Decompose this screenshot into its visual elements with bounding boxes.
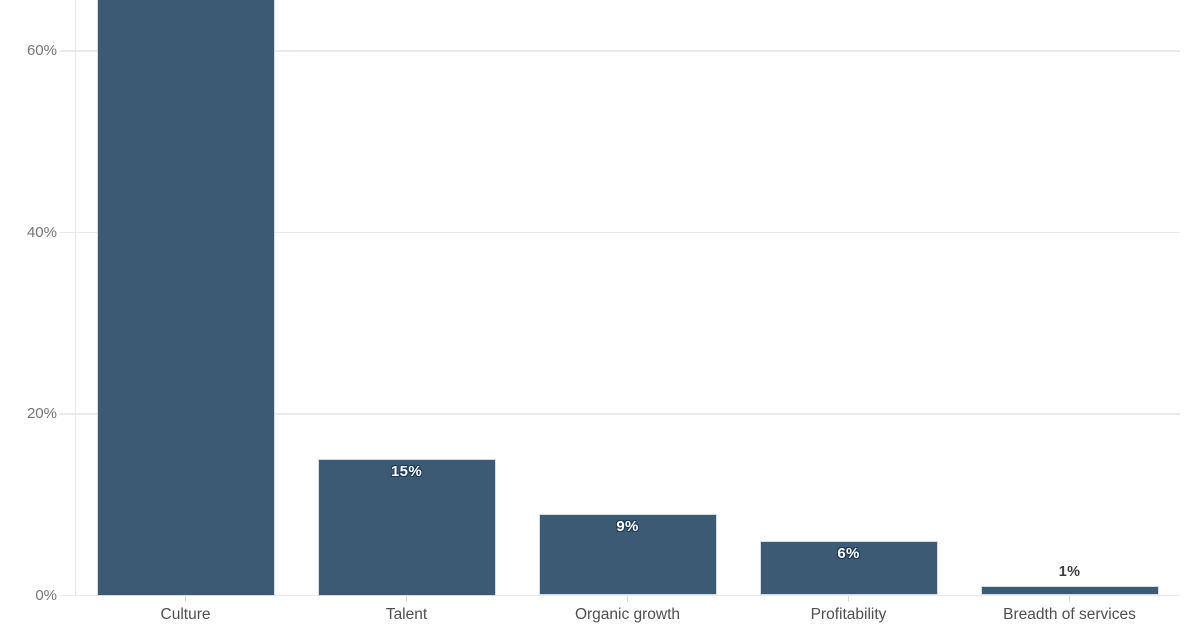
x-axis-category-label: Organic growth bbox=[574, 605, 681, 623]
x-axis-tick bbox=[626, 595, 629, 602]
gridline-60% bbox=[60, 50, 1180, 52]
x-axis-category-label: Talent bbox=[385, 605, 428, 623]
y-axis-line bbox=[75, 0, 76, 596]
bar-talent[interactable] bbox=[317, 459, 496, 596]
x-axis-tick bbox=[184, 595, 187, 602]
y-axis-tick-label: 40% bbox=[26, 223, 57, 241]
gridline-20% bbox=[60, 413, 1180, 415]
gridline-40% bbox=[60, 231, 1180, 234]
x-axis-category-label: Breadth of services bbox=[1003, 605, 1136, 623]
y-axis-tick-label: 0% bbox=[35, 586, 57, 604]
bar-culture[interactable] bbox=[96, 0, 275, 596]
y-axis-tick-label: 60% bbox=[26, 42, 57, 59]
bar-value-label: 9% bbox=[616, 517, 639, 535]
x-axis-category-label: Culture bbox=[160, 605, 211, 623]
bar-organic-growth[interactable] bbox=[538, 513, 717, 596]
gridline-0% bbox=[60, 594, 1180, 597]
y-axis-tick-label: 20% bbox=[26, 405, 57, 422]
x-axis-category-label: Profitability bbox=[810, 605, 887, 623]
x-axis-tick bbox=[847, 595, 850, 602]
x-axis-tick bbox=[405, 595, 408, 602]
bar-value-label: 1% bbox=[1058, 564, 1081, 581]
bar-breadth-of-services[interactable] bbox=[980, 586, 1159, 596]
bar-profitability[interactable] bbox=[759, 541, 938, 596]
x-axis-tick bbox=[1068, 595, 1071, 602]
bar-value-label: 15% bbox=[391, 463, 422, 481]
bar-value-label: 6% bbox=[837, 545, 860, 563]
